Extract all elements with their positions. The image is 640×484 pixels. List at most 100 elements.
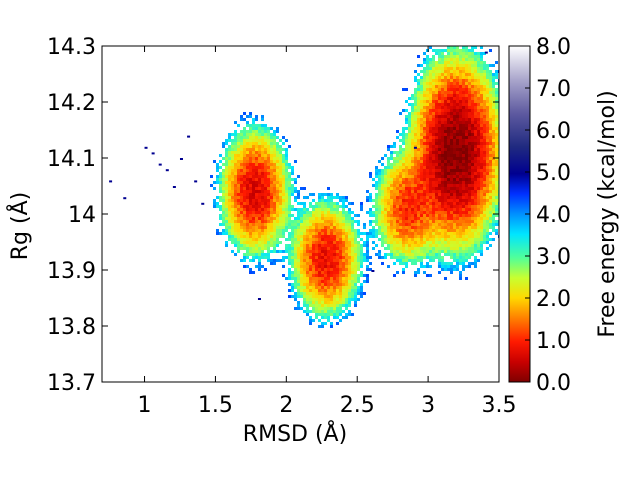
heatmap-cell (429, 211, 432, 214)
heatmap-cell (246, 160, 249, 163)
heatmap-cell (264, 190, 267, 193)
heatmap-cell (315, 277, 318, 280)
heatmap-cell (246, 199, 249, 202)
heatmap-cell (312, 283, 315, 286)
heatmap-cell (213, 199, 216, 202)
heatmap-cell (414, 235, 417, 238)
heatmap-cell (423, 97, 426, 100)
heatmap-cell (441, 268, 444, 271)
heatmap-cell (480, 160, 483, 163)
heatmap-cell (405, 109, 408, 112)
heatmap-cell (483, 196, 486, 199)
heatmap-cell (270, 223, 273, 226)
heatmap-cell (378, 253, 381, 256)
heatmap-cell (402, 130, 405, 133)
heatmap-cell (453, 115, 456, 118)
heatmap-cell (309, 214, 312, 217)
heatmap-cell (489, 100, 492, 103)
heatmap-cell (324, 271, 327, 274)
heatmap-cell (450, 235, 453, 238)
heatmap-cell (300, 268, 303, 271)
heatmap-cell (495, 82, 498, 85)
heatmap-cell (366, 250, 369, 253)
heatmap-cell (339, 262, 342, 265)
heatmap-cell (420, 211, 423, 214)
heatmap-cell (492, 217, 495, 220)
heatmap-cell (330, 259, 333, 262)
heatmap-cell (393, 175, 396, 178)
heatmap-cell (489, 49, 492, 52)
heatmap-cell (369, 220, 372, 223)
heatmap-cell (264, 163, 267, 166)
heatmap-cell (321, 199, 324, 202)
heatmap-cell (312, 298, 315, 301)
heatmap-cell (342, 232, 345, 235)
heatmap-cell (309, 301, 312, 304)
heatmap-cell (324, 211, 327, 214)
heatmap-cell (399, 175, 402, 178)
heatmap-cell (450, 205, 453, 208)
heatmap-cell (321, 292, 324, 295)
heatmap-cell (477, 184, 480, 187)
heatmap-cell (441, 172, 444, 175)
heatmap-cell (456, 259, 459, 262)
heatmap-cell (306, 289, 309, 292)
heatmap-cell (450, 271, 453, 274)
heatmap-cell (459, 118, 462, 121)
heatmap-cell (390, 193, 393, 196)
heatmap-cell (315, 250, 318, 253)
heatmap-cell (435, 127, 438, 130)
heatmap-cell (261, 238, 264, 241)
heatmap-cell (303, 304, 306, 307)
heatmap-cell (417, 145, 420, 148)
heatmap-cell (435, 82, 438, 85)
heatmap-cell (480, 127, 483, 130)
heatmap-cell (489, 175, 492, 178)
heatmap-cell (447, 268, 450, 271)
heatmap-cell (489, 190, 492, 193)
heatmap-cell (279, 259, 282, 262)
heatmap-cell (462, 181, 465, 184)
heatmap-cell (228, 175, 231, 178)
heatmap-cell (471, 262, 474, 265)
heatmap-cell (495, 175, 498, 178)
heatmap-cell (144, 146, 148, 149)
heatmap-cell (459, 271, 462, 274)
heatmap-cell (399, 145, 402, 148)
heatmap-cell (225, 190, 228, 193)
heatmap-cell (231, 178, 234, 181)
heatmap-cell (453, 256, 456, 259)
heatmap-cell (486, 82, 489, 85)
heatmap-cell (438, 172, 441, 175)
heatmap-cell (261, 154, 264, 157)
heatmap-cell (309, 283, 312, 286)
heatmap-cell (255, 136, 258, 139)
heatmap-cell (495, 211, 498, 214)
heatmap-cell (441, 67, 444, 70)
heatmap-cell (462, 226, 465, 229)
heatmap-cell (438, 187, 441, 190)
heatmap-cell (324, 256, 327, 259)
heatmap-cell (468, 214, 471, 217)
heatmap-cell (252, 232, 255, 235)
heatmap-cell (216, 169, 219, 172)
heatmap-cell (483, 106, 486, 109)
heatmap-cell (417, 115, 420, 118)
heatmap-cell (462, 241, 465, 244)
heatmap-cell (483, 133, 486, 136)
heatmap-cell (324, 232, 327, 235)
heatmap-cell (486, 205, 489, 208)
heatmap-cell (447, 151, 450, 154)
heatmap-cell (492, 196, 495, 199)
heatmap-cell (450, 217, 453, 220)
heatmap-cell (288, 217, 291, 220)
heatmap-cell (471, 166, 474, 169)
heatmap-cell (429, 160, 432, 163)
heatmap-cell (465, 217, 468, 220)
x-axis: 1 1.5 2 2.5 3 3.5 (138, 46, 517, 418)
heatmap-cell (231, 157, 234, 160)
heatmap-cell (474, 169, 477, 172)
heatmap-cell (417, 91, 420, 94)
heatmap-cell (462, 67, 465, 70)
heatmap-cell (471, 181, 474, 184)
